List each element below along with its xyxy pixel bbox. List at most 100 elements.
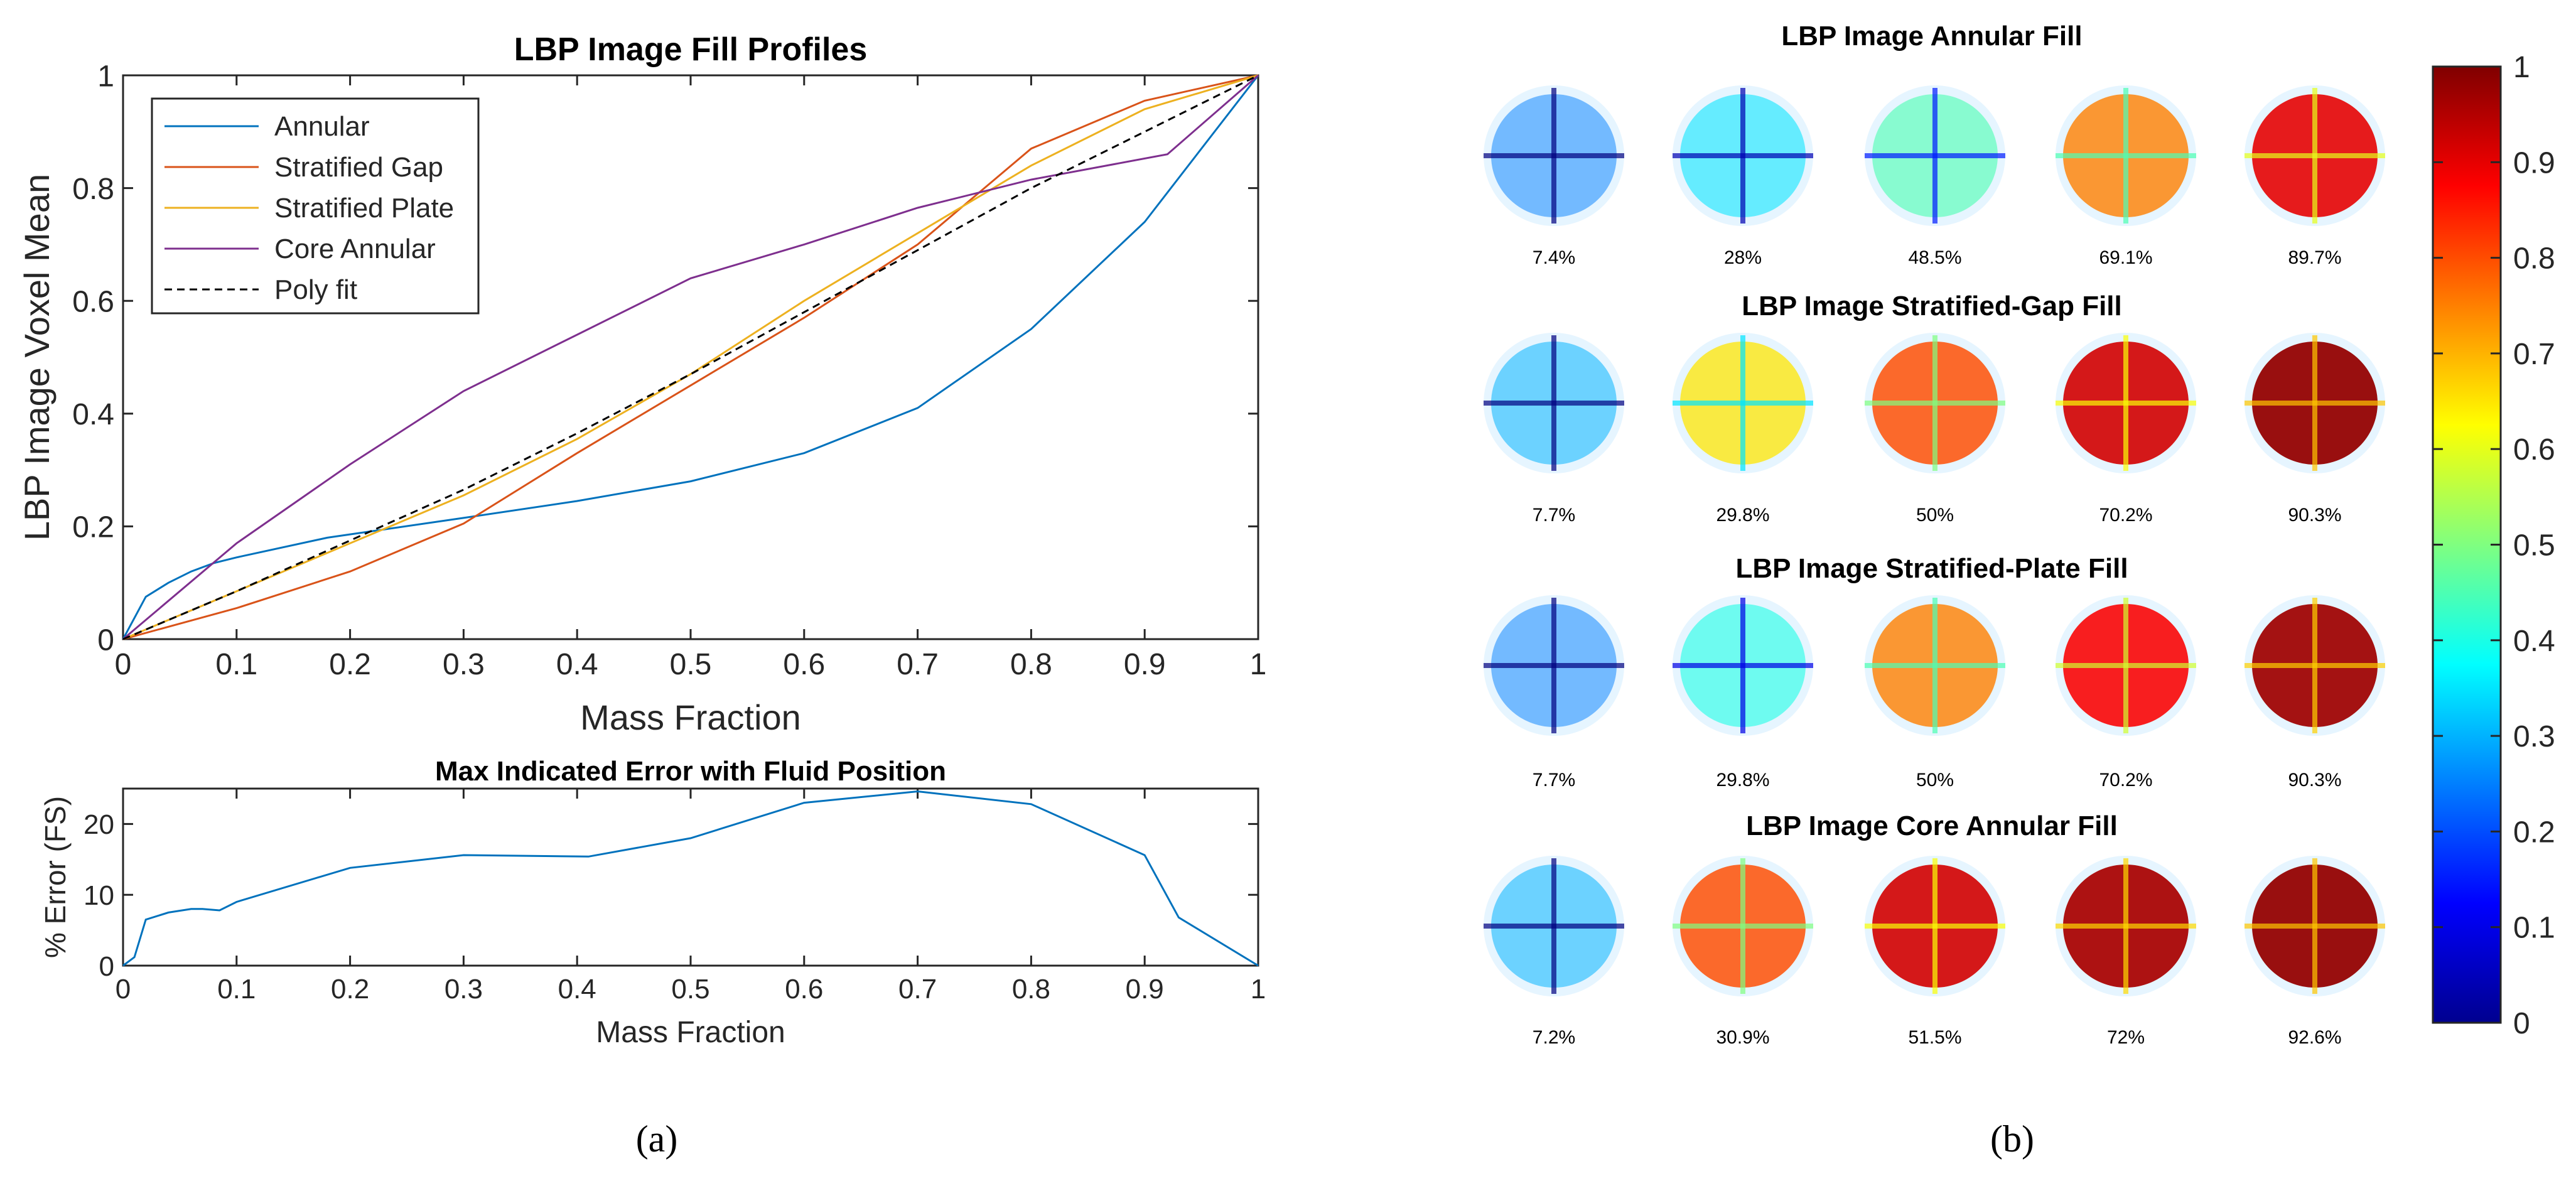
profiles-y-label: LBP Image Voxel Mean	[17, 174, 57, 541]
x-tick-label: 0.8	[1012, 974, 1050, 1005]
fill-percent-label: 70.2%	[2099, 770, 2152, 790]
x-tick-label: 0	[115, 648, 132, 681]
x-tick-label: 0.4	[558, 974, 596, 1005]
x-tick-label: 0.7	[898, 974, 937, 1005]
x-tick-label: 0.6	[785, 974, 823, 1005]
series-line-stratified-gap	[122, 74, 1259, 640]
error-series	[122, 790, 1259, 967]
fill-percent-label: 90.3%	[2288, 770, 2341, 790]
x-tick-label: 0.6	[783, 648, 825, 681]
series-line-core-annular	[122, 74, 1259, 640]
fill-percent-label: 50%	[1916, 770, 1954, 790]
fill-percent-label: 92.6%	[2288, 1027, 2341, 1048]
image-row-title: LBP Image Annular Fill	[1781, 21, 2082, 51]
profiles-series	[122, 74, 1259, 640]
y-tick-label: 10	[84, 880, 114, 911]
colorbar-ticks: 0 0.1 0.2 0.3 0.4 0.5 0.6 0.7 0.8 0.9 1	[2433, 51, 2555, 1040]
y-tick-label: 0	[97, 623, 114, 657]
fill-percent-label: 89.7%	[2288, 247, 2341, 268]
profiles-y-ticks: 0 0.2 0.4 0.6 0.8 1	[72, 60, 1258, 657]
y-tick-label: 0.8	[72, 173, 114, 206]
colorbar-tick-label: 0.3	[2513, 720, 2555, 753]
x-tick-label: 1	[1250, 648, 1267, 681]
error-chart-title: Max Indicated Error with Fluid Position	[435, 756, 946, 787]
colorbar-tick-label: 0	[2513, 1007, 2530, 1040]
fill-percent-label: 72%	[2107, 1027, 2145, 1048]
colorbar: 0 0.1 0.2 0.3 0.4 0.5 0.6 0.7 0.8 0.9 1	[2432, 51, 2555, 1040]
legend-label: Poly fit	[274, 274, 357, 305]
legend-label: Core Annular	[274, 234, 436, 264]
colorbar-tick-label: 0.6	[2513, 433, 2555, 466]
fill-image-grid: LBP Image Annular Fill 7.4% 28% 48.5% 69.1% 8…	[1484, 21, 2385, 1048]
y-tick-label: 20	[84, 809, 114, 840]
series-line-poly-fit	[122, 74, 1259, 640]
profiles-x-label: Mass Fraction	[580, 698, 801, 737]
profiles-x-ticks: 0 0.1 0.2 0.3 0.4 0.5 0.6 0.7 0.8 0.9 1	[115, 75, 1267, 681]
legend-label: Annular	[274, 111, 370, 142]
x-tick-label: 0.7	[897, 648, 939, 681]
x-tick-label: 0.1	[215, 648, 257, 681]
error-y-ticks: 0 10 20	[84, 809, 1258, 982]
error-x-ticks: 0 0.1 0.2 0.3 0.4 0.5 0.6 0.7 0.8 0.9 1	[116, 789, 1266, 1005]
fill-percent-label: 7.7%	[1533, 505, 1575, 526]
x-tick-label: 0.5	[671, 974, 709, 1005]
x-tick-label: 0	[116, 974, 131, 1005]
fill-percent-label: 70.2%	[2099, 505, 2152, 526]
legend-box	[151, 97, 480, 315]
error-plot-area	[122, 787, 1259, 967]
fill-percent-label: 50%	[1916, 505, 1954, 526]
error-y-label: % Error (FS)	[39, 796, 72, 958]
y-tick-label: 0.6	[72, 285, 114, 318]
caption-b: (b)	[1990, 1118, 2034, 1160]
image-row-title: LBP Image Core Annular Fill	[1746, 811, 2118, 841]
image-row-title: LBP Image Stratified-Gap Fill	[1742, 291, 2122, 321]
profiles-chart: LBP Image Fill Profiles 0 0.1 0.2 0.3 0.4 0.5…	[17, 31, 1266, 737]
x-tick-label: 0.2	[331, 974, 369, 1005]
x-tick-label: 0.1	[217, 974, 256, 1005]
series-line-annular	[122, 75, 1259, 640]
fill-percent-label: 7.2%	[1533, 1027, 1575, 1048]
y-tick-label: 0	[99, 951, 114, 982]
caption-a: (a)	[636, 1118, 678, 1160]
fill-percent-label: 28%	[1724, 247, 1762, 268]
colorbar-tick-label: 0.7	[2513, 338, 2555, 371]
x-tick-label: 0.3	[443, 648, 485, 681]
y-tick-label: 1	[97, 60, 114, 93]
fill-percent-label: 29.8%	[1716, 505, 1769, 526]
error-chart: Max Indicated Error with Fluid Position …	[39, 756, 1266, 1049]
error-x-label: Mass Fraction	[596, 1016, 785, 1049]
profiles-chart-title: LBP Image Fill Profiles	[514, 31, 868, 68]
x-tick-label: 0.8	[1010, 648, 1052, 681]
colorbar-tick-label: 0.5	[2513, 529, 2555, 563]
fill-percent-label: 48.5%	[1908, 247, 1961, 268]
colorbar-tick-label: 0.1	[2513, 912, 2555, 945]
fill-percent-label: 7.4%	[1533, 247, 1575, 268]
legend-label: Stratified Gap	[274, 152, 443, 183]
x-tick-label: 0.9	[1126, 974, 1164, 1005]
fill-percent-label: 51.5%	[1908, 1027, 1961, 1048]
colorbar-tick-label: 0.9	[2513, 146, 2555, 180]
legend-items: Annular Stratified Gap Stratified Plate Cor…	[164, 111, 454, 305]
colorbar-tick-label: 1	[2513, 51, 2530, 84]
fill-percent-label: 30.9%	[1716, 1027, 1769, 1048]
y-tick-label: 0.4	[72, 398, 114, 431]
y-tick-label: 0.2	[72, 511, 114, 544]
x-tick-label: 0.5	[670, 648, 712, 681]
x-tick-label: 0.3	[445, 974, 483, 1005]
x-tick-label: 0.4	[556, 648, 598, 681]
series-line-stratified-plate	[122, 74, 1259, 640]
fill-percent-label: 69.1%	[2099, 247, 2152, 268]
fill-percent-label: 29.8%	[1716, 770, 1769, 790]
colorbar-tick-label: 0.4	[2513, 625, 2555, 658]
colorbar-tick-label: 0.8	[2513, 242, 2555, 276]
image-row-title: LBP Image Stratified-Plate Fill	[1735, 553, 2128, 584]
error-series-line	[122, 790, 1259, 967]
legend-label: Stratified Plate	[274, 193, 454, 224]
fill-percent-label: 7.7%	[1533, 770, 1575, 790]
x-tick-label: 0.9	[1124, 648, 1166, 681]
fill-percent-label: 90.3%	[2288, 505, 2341, 526]
x-tick-label: 1	[1251, 974, 1266, 1005]
profiles-legend: Annular Stratified Gap Stratified Plate Cor…	[151, 97, 480, 315]
colorbar-tick-label: 0.2	[2513, 816, 2555, 849]
